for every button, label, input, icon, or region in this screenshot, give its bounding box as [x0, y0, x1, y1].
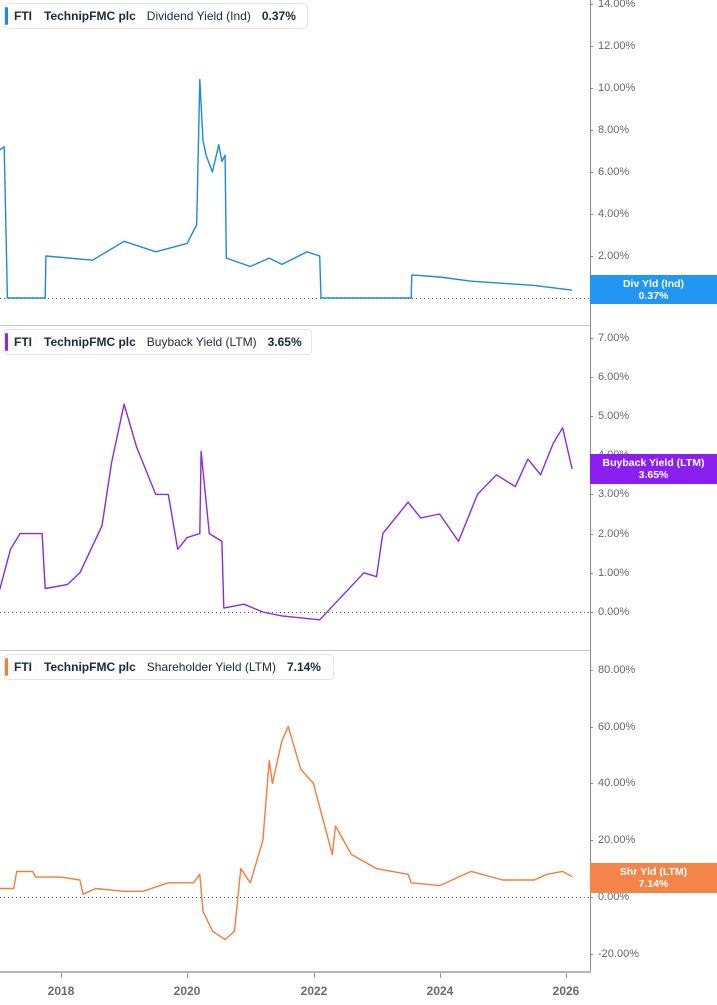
shareholder-yield-badge: Shr Yld (LTM) 7.14% — [590, 863, 717, 893]
y-tick-label: 7.00% — [598, 331, 630, 344]
badge-label: Shr Yld (LTM) — [619, 866, 688, 878]
y-tick-mark — [590, 669, 593, 671]
legend-value: 0.37% — [261, 9, 296, 23]
legend-metric: Dividend Yield (Ind) — [146, 9, 251, 23]
legend-company: TechnipFMC plc — [44, 660, 136, 674]
x-label-2022: 2022 — [300, 984, 328, 998]
y-tick-label: 14.00% — [598, 0, 636, 10]
y-tick-label: 2.00% — [598, 527, 630, 540]
shareholder-yield-panel: FTI TechnipFMC plc Shareholder Yield (LT… — [0, 651, 717, 971]
y-tick-mark — [590, 416, 593, 417]
badge-label: Div Yld (Ind) — [622, 277, 685, 290]
series-color-marker — [5, 333, 8, 351]
badge-value: 3.65% — [638, 469, 669, 481]
y-tick-label: 3.00% — [598, 488, 630, 501]
buyback-yield-panel: FTI TechnipFMC plc Buyback Yield (LTM) 3… — [0, 326, 717, 650]
y-tick-mark — [590, 376, 593, 378]
x-tick-2024 — [440, 973, 441, 978]
y-tick-label: 40.00% — [598, 777, 636, 790]
y-tick-mark — [590, 783, 593, 785]
y-tick-label: 10.00% — [598, 82, 636, 94]
x-label-2026: 2026 — [552, 984, 580, 998]
buyback-yield-badge: Buyback Yield (LTM) 3.65% — [590, 454, 717, 484]
y-tick-label: 20.00% — [598, 834, 636, 847]
y-tick-mark — [590, 612, 593, 613]
series-line — [0, 403, 573, 621]
legend-metric: Buyback Yield (LTM) — [146, 335, 257, 349]
series-color-marker — [5, 7, 8, 25]
y-tick-label: 4.00% — [598, 208, 630, 220]
y-tick-mark — [590, 337, 593, 339]
x-label-2020: 2020 — [173, 984, 201, 998]
y-tick-mark — [590, 726, 593, 728]
x-label-2018: 2018 — [47, 984, 75, 998]
legend-value: 7.14% — [286, 660, 321, 674]
y-tick-label: 80.00% — [598, 663, 636, 676]
y-tick-label: 12.00% — [598, 40, 636, 52]
x-axis-line — [0, 971, 591, 973]
x-tick-2022 — [314, 973, 315, 978]
y-tick-label: 0.00% — [598, 891, 630, 903]
legend-metric: Shareholder Yield (LTM) — [146, 660, 276, 674]
y-tick-label: 5.00% — [598, 410, 630, 422]
buyback-yield-legend[interactable]: FTI TechnipFMC plc Buyback Yield (LTM) 3… — [4, 329, 312, 355]
series-line — [0, 725, 573, 941]
dividend-yield-badge: Div Yld (Ind) 0.37% — [590, 275, 717, 304]
y-tick-label: 6.00% — [598, 166, 630, 178]
series-color-marker — [5, 658, 8, 676]
x-tick-2020 — [187, 973, 188, 978]
shareholder-yield-legend[interactable]: FTI TechnipFMC plc Shareholder Yield (LT… — [4, 654, 334, 680]
legend-value: 3.65% — [267, 335, 302, 349]
y-tick-mark — [590, 494, 593, 496]
y-tick-mark — [590, 46, 593, 47]
y-axis-line — [590, 0, 591, 971]
y-tick-label: 60.00% — [598, 720, 636, 733]
y-tick-label: 6.00% — [598, 370, 630, 383]
x-tick-2018 — [61, 973, 62, 978]
y-tick-label: -20.00% — [598, 947, 639, 960]
panel-divider — [0, 650, 590, 651]
y-tick-label: 2.00% — [598, 250, 630, 262]
chart-plot-area — [0, 78, 590, 941]
y-tick-label: 0.00% — [598, 606, 630, 618]
y-tick-mark — [590, 256, 593, 257]
y-tick-mark — [590, 840, 593, 842]
y-tick-mark — [590, 533, 593, 535]
x-tick-2026 — [566, 973, 567, 978]
legend-company: TechnipFMC plc — [44, 335, 136, 349]
series-line — [0, 78, 573, 299]
y-tick-mark — [590, 4, 593, 5]
y-tick-mark — [590, 172, 593, 173]
legend-ticker: FTI — [14, 335, 32, 349]
legend-company: TechnipFMC plc — [44, 9, 136, 23]
dividend-yield-legend[interactable]: FTI TechnipFMC plc Dividend Yield (Ind) … — [4, 3, 308, 29]
y-tick-mark — [590, 572, 593, 574]
y-tick-label: 1.00% — [598, 566, 630, 579]
legend-ticker: FTI — [14, 660, 32, 674]
badge-value: 7.14% — [638, 878, 669, 890]
dividend-yield-panel: FTI TechnipFMC plc Dividend Yield (Ind) … — [0, 0, 717, 325]
x-label-2024: 2024 — [426, 984, 454, 998]
y-tick-mark — [590, 88, 593, 89]
y-tick-mark — [590, 214, 593, 215]
badge-label: Buyback Yield (LTM) — [602, 457, 705, 469]
y-tick-mark — [590, 130, 593, 131]
y-tick-mark — [590, 953, 593, 955]
y-tick-mark — [590, 897, 593, 898]
y-tick-label: 8.00% — [598, 124, 630, 136]
legend-ticker: FTI — [14, 9, 32, 23]
panel-divider — [0, 325, 590, 326]
badge-value: 0.37% — [638, 289, 669, 302]
